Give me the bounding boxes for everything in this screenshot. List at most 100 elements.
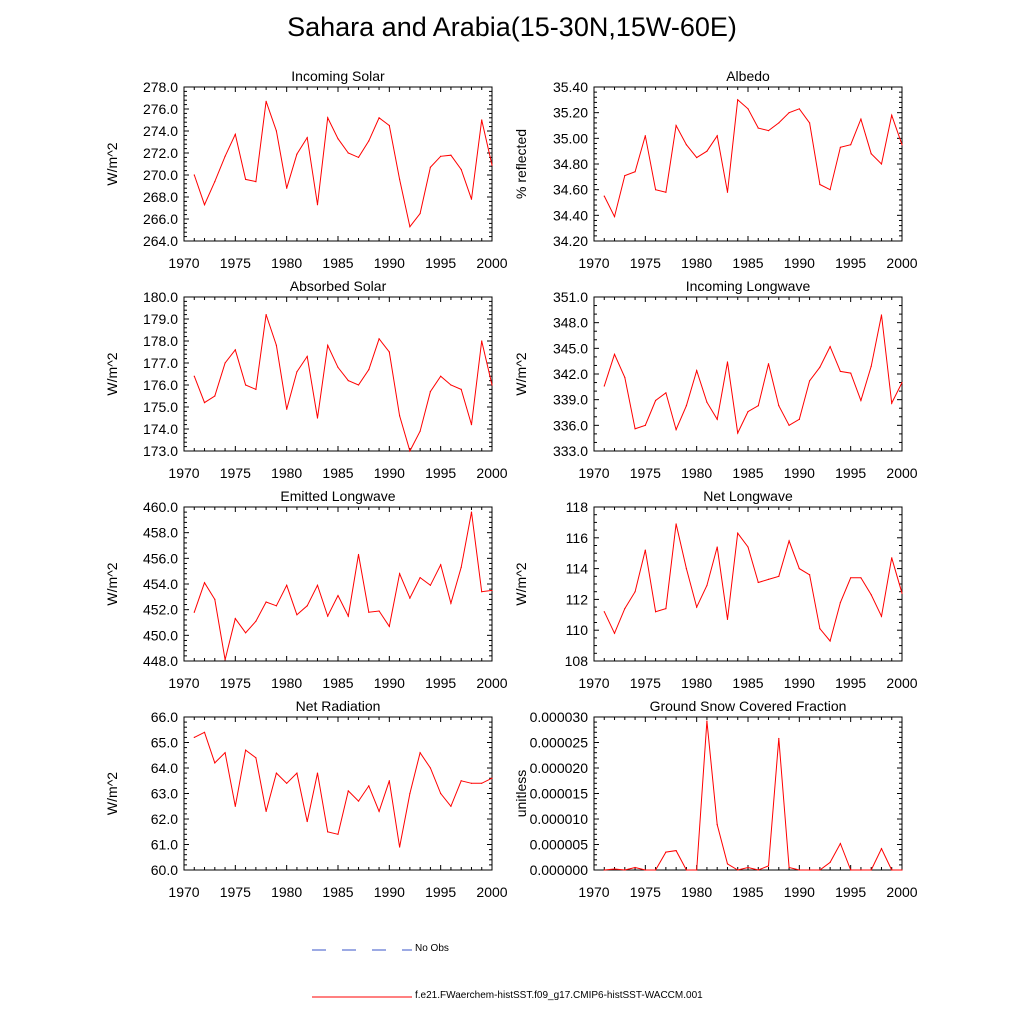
data-point: [778, 575, 780, 577]
data-point: [644, 549, 646, 551]
data-point: [409, 597, 411, 599]
data-point: [778, 122, 780, 124]
y-tick-label: 0.000025: [530, 735, 589, 751]
data-point: [429, 391, 431, 393]
y-tick-label: 64.0: [151, 760, 178, 776]
data-point: [839, 370, 842, 373]
y-tick-label: 0.000030: [530, 709, 589, 725]
data-point: [747, 866, 749, 869]
panel-title: Absorbed Solar: [290, 278, 387, 294]
y-tick-label: 345.0: [553, 340, 588, 356]
data-point: [798, 568, 800, 570]
data-point: [665, 608, 667, 610]
data-point: [214, 762, 216, 764]
data-point: [788, 112, 790, 114]
data-point: [870, 365, 872, 367]
x-tick-label: 1990: [374, 465, 405, 481]
data-point: [275, 130, 277, 132]
data-point: [450, 602, 452, 604]
x-tick-label: 1990: [374, 675, 405, 691]
x-tick-label: 1975: [220, 465, 251, 481]
x-tick-label: 1995: [835, 884, 866, 900]
data-point: [675, 124, 677, 127]
panel-3: Absorbed Solar W/m^2 1970 1975 1980 1985 1990 1…: [104, 278, 508, 481]
data-point: [357, 553, 360, 556]
data-point: [275, 344, 277, 346]
panel-title: Net Longwave: [703, 488, 793, 504]
y-tick-label: 66.0: [151, 709, 178, 725]
y-tick-label: 339.0: [553, 392, 588, 408]
data-point: [265, 100, 267, 102]
data-point: [224, 752, 226, 754]
data-point: [327, 117, 329, 119]
y-tick-label: 452.0: [143, 602, 178, 618]
data-point: [409, 450, 411, 452]
panel-title: Emitted Longwave: [280, 488, 395, 504]
x-tick-label: 1980: [681, 465, 712, 481]
data-point: [726, 361, 729, 363]
data-point: [613, 353, 616, 355]
data-point: [891, 402, 893, 404]
series-line: [603, 98, 903, 219]
data-point: [316, 584, 319, 586]
data-point: [675, 850, 677, 852]
data-point: [778, 737, 780, 740]
y-axis-label: % reflected: [513, 129, 529, 199]
data-point: [460, 566, 462, 568]
data-point: [316, 772, 319, 774]
data-point: [419, 576, 421, 579]
data-point: [644, 869, 646, 871]
y-tick-label: 0.000015: [530, 786, 589, 802]
data-point: [634, 428, 636, 430]
data-point: [481, 119, 483, 121]
data-point: [757, 127, 759, 129]
data-point: [665, 392, 667, 394]
data-point: [655, 869, 657, 871]
data-point: [388, 351, 390, 353]
series-line: [604, 721, 902, 871]
y-tick-label: 118: [566, 499, 589, 515]
x-tick-label: 1985: [322, 255, 353, 271]
data-point: [880, 314, 883, 316]
data-point: [860, 399, 862, 402]
y-tick-label: 35.20: [553, 105, 588, 121]
data-point: [296, 153, 298, 155]
data-point: [470, 511, 473, 513]
data-point: [716, 418, 718, 420]
x-tick-label: 1995: [835, 465, 866, 481]
data-point: [696, 869, 698, 871]
plot-frame: [593, 296, 903, 452]
data-point: [809, 380, 811, 382]
data-point: [891, 869, 893, 871]
x-tick-label: 1995: [835, 675, 866, 691]
x-tick-label: 2000: [886, 255, 917, 271]
y-axis-label: unitless: [513, 770, 529, 817]
x-tick-label: 1975: [630, 465, 661, 481]
y-tick-label: 0.000000: [530, 862, 589, 878]
x-tick-label: 1995: [835, 255, 866, 271]
data-point: [491, 589, 493, 592]
y-tick-label: 448.0: [143, 653, 178, 669]
data-point: [224, 155, 226, 157]
data-point: [706, 150, 708, 152]
x-tick-label: 1985: [322, 884, 353, 900]
data-point: [327, 831, 329, 833]
x-tick-label: 1970: [168, 675, 199, 691]
y-tick-label: 35.40: [553, 79, 588, 95]
data-point: [286, 584, 288, 586]
data-point: [265, 601, 267, 603]
data-point: [860, 577, 862, 579]
data-point: [757, 869, 759, 871]
y-tick-label: 0.000010: [530, 811, 589, 827]
data-point: [193, 736, 195, 739]
data-point: [870, 594, 872, 596]
x-tick-label: 1975: [220, 675, 251, 691]
data-point: [429, 767, 431, 769]
x-tick-label: 2000: [886, 675, 917, 691]
data-point: [603, 869, 605, 871]
data-point: [613, 216, 616, 218]
y-tick-label: 61.0: [151, 837, 178, 853]
data-point: [399, 178, 401, 180]
data-point: [460, 388, 462, 390]
data-point: [880, 163, 883, 165]
